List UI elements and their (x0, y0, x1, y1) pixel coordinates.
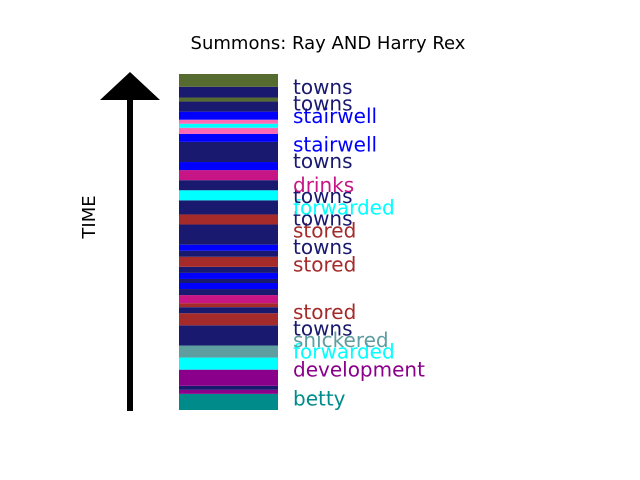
chart-title: Summons: Ray AND Harry Rex (191, 33, 466, 54)
timeline-band-16 (179, 256, 278, 267)
timeline-label-12: drinks (293, 173, 354, 197)
timeline-band-9 (179, 303, 278, 308)
time-arrow-shaft (127, 96, 133, 411)
timeline-band-17 (179, 250, 278, 257)
timeline-band-4 (179, 357, 278, 370)
timeline-label-3: snickered (293, 328, 389, 352)
time-arrow-head (100, 72, 160, 100)
timeline-band-1 (179, 389, 278, 394)
timeline-band-6 (179, 325, 278, 346)
timeline-band-30 (179, 119, 278, 124)
timeline-label-14: stairwell (293, 132, 377, 156)
timeline-label-10: forwarded (293, 196, 395, 220)
timeline-band-23 (179, 180, 278, 191)
timeline-label-9: towns (293, 207, 353, 231)
timeline-label-2: forwarded (293, 339, 395, 363)
timeline-band-29 (179, 123, 278, 128)
timeline-band-34 (179, 86, 278, 98)
timeline-band-18 (179, 244, 278, 251)
timeline-band-12 (179, 282, 278, 290)
timeline-band-21 (179, 200, 278, 215)
timeline-band-13 (179, 278, 278, 283)
timeline-band-26 (179, 141, 278, 163)
timeline-band-11 (179, 289, 278, 296)
timeline-band-8 (179, 307, 278, 314)
timeline-labels: bettydevelopmentforwardedsnickeredtownss… (293, 75, 425, 410)
timeline-band-35 (179, 74, 278, 87)
timeline-label-8: stored (293, 218, 356, 242)
timeline-band-2 (179, 385, 278, 390)
timeline-band-5 (179, 345, 278, 358)
timeline-label-17: towns (293, 75, 353, 99)
timeline-band-15 (179, 266, 278, 273)
timeline-band-24 (179, 170, 278, 181)
timeline-label-0: betty (293, 386, 346, 410)
timeline-label-16: towns (293, 92, 353, 116)
timeline-label-6: stored (293, 253, 356, 277)
timeline-band-19 (179, 224, 278, 245)
timeline-band-28 (179, 127, 278, 134)
timeline-band-20 (179, 214, 278, 225)
timeline-band-10 (179, 295, 278, 304)
timeline-band-25 (179, 162, 278, 171)
timeline-label-1: development (293, 358, 425, 382)
timeline-band-31 (179, 111, 278, 120)
y-axis-label: TIME (79, 195, 100, 239)
timeline-band-7 (179, 313, 278, 326)
timeline-label-11: towns (293, 184, 353, 208)
timeline-bands (179, 74, 278, 410)
timeline-band-3 (179, 369, 278, 386)
timeline-band-32 (179, 101, 278, 112)
timeline-label-13: towns (293, 149, 353, 173)
timeline-label-5: stored (293, 300, 356, 324)
timeline-label-15: stairwell (293, 104, 377, 128)
timeline-label-4: towns (293, 317, 353, 341)
timeline-label-7: towns (293, 235, 353, 259)
time-arrow (100, 72, 160, 411)
timeline-band-0 (179, 393, 278, 410)
timeline-band-33 (179, 97, 278, 102)
timeline-band-22 (179, 190, 278, 201)
timeline-band-27 (179, 133, 278, 142)
timeline-band-14 (179, 272, 278, 279)
